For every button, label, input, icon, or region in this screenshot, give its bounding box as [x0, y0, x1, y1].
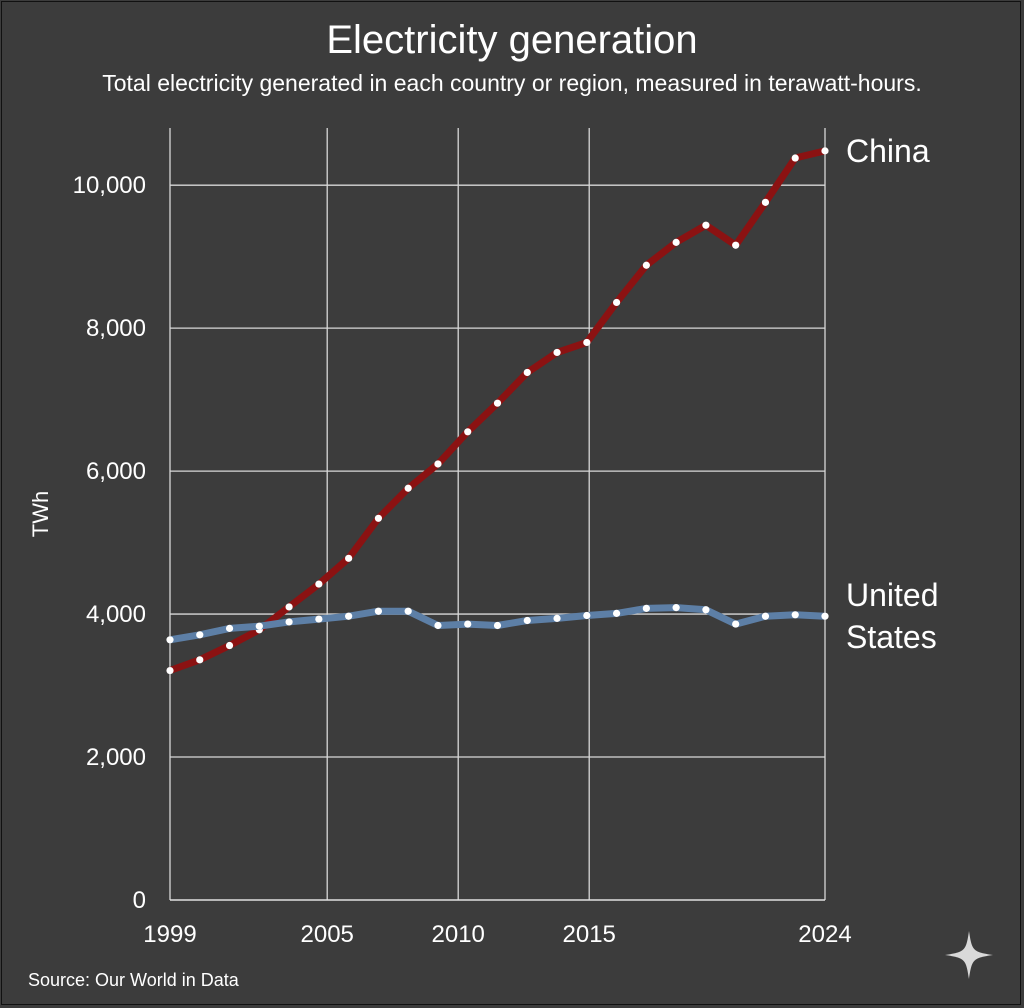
data-point: [702, 606, 710, 614]
data-point: [523, 368, 531, 377]
data-point: [642, 604, 650, 612]
data-point: [464, 428, 472, 436]
data-point: [374, 607, 383, 615]
chart-title: Electricity generation: [326, 18, 698, 62]
data-point: [225, 641, 234, 650]
data-point: [196, 631, 204, 639]
y-tick-label: 6,000: [86, 458, 146, 485]
x-tick-label: 2005: [301, 921, 354, 948]
source-note: Source: Our World in Data: [28, 970, 239, 990]
sparkle-icon: [945, 931, 993, 979]
data-point: [434, 460, 442, 468]
data-point: [583, 338, 591, 347]
data-point: [196, 656, 204, 664]
y-axis-label: TWh: [28, 491, 53, 537]
data-point: [166, 666, 174, 675]
data-point: [732, 241, 740, 249]
data-point: [285, 618, 293, 626]
data-point: [702, 221, 710, 229]
series-label: States: [846, 619, 937, 655]
data-point: [791, 154, 799, 162]
data-point: [732, 620, 740, 628]
data-point: [493, 399, 502, 407]
series-line-china: [166, 147, 829, 674]
data-point: [761, 612, 770, 620]
data-point: [672, 604, 680, 612]
x-tick-label: 1999: [143, 921, 196, 948]
data-point: [345, 554, 353, 562]
data-point: [583, 611, 591, 620]
data-point: [821, 612, 829, 620]
data-point: [761, 198, 770, 206]
y-tick-label: 2,000: [86, 744, 146, 771]
data-point: [374, 514, 383, 522]
data-point: [612, 298, 621, 307]
y-tick-label: 0: [133, 887, 146, 914]
y-tick-label: 4,000: [86, 601, 146, 628]
data-point: [523, 616, 531, 625]
x-tick-label: 2024: [798, 921, 851, 948]
data-point: [255, 622, 263, 630]
data-point: [404, 484, 412, 492]
data-point: [285, 603, 293, 611]
y-tick-label: 8,000: [86, 315, 146, 342]
data-point: [166, 636, 174, 644]
series-label: China: [846, 133, 930, 169]
data-point: [553, 614, 561, 622]
x-tick-label: 2015: [563, 921, 616, 948]
data-point: [315, 615, 323, 623]
data-point: [821, 147, 829, 155]
data-point: [612, 609, 621, 617]
data-point: [553, 348, 561, 357]
data-point: [493, 621, 502, 630]
data-point: [791, 611, 799, 619]
series-label: United: [846, 577, 939, 613]
data-point: [404, 607, 412, 615]
data-point: [345, 612, 353, 620]
data-point: [434, 621, 442, 630]
data-point: [672, 238, 680, 246]
data-point: [225, 624, 234, 632]
chart-subtitle: Total electricity generated in each coun…: [102, 70, 922, 96]
data-point: [642, 261, 650, 269]
data-point: [464, 620, 472, 628]
data-point: [315, 580, 323, 588]
y-tick-label: 10,000: [73, 172, 146, 199]
x-tick-label: 2010: [432, 921, 485, 948]
